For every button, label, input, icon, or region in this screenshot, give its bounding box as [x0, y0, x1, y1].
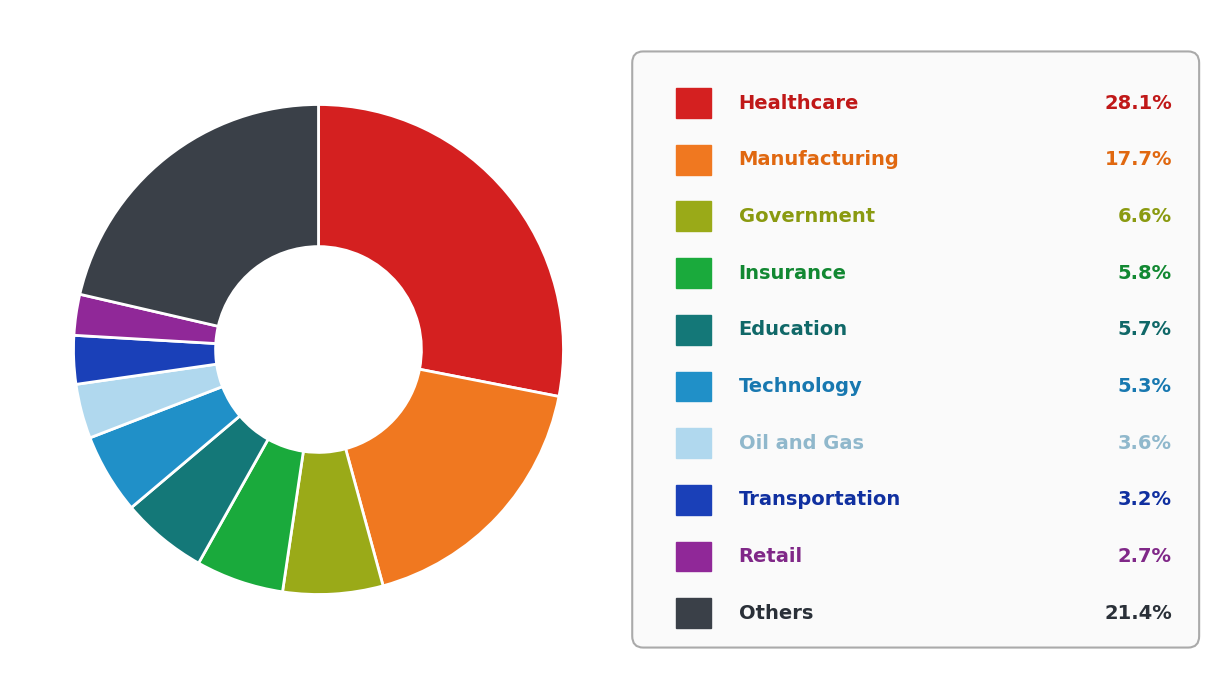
Bar [676, 428, 712, 458]
Text: Manufacturing: Manufacturing [739, 150, 899, 169]
Bar [676, 485, 712, 514]
FancyBboxPatch shape [632, 52, 1199, 647]
Bar [676, 201, 712, 231]
Bar [676, 372, 712, 401]
Text: Others: Others [739, 604, 813, 623]
Wedge shape [74, 294, 218, 343]
Bar [676, 145, 712, 175]
Text: 5.8%: 5.8% [1117, 264, 1172, 282]
Wedge shape [80, 104, 318, 326]
Text: Retail: Retail [739, 547, 802, 566]
Wedge shape [74, 336, 217, 384]
Text: 5.3%: 5.3% [1118, 377, 1172, 396]
Text: Healthcare: Healthcare [739, 94, 859, 113]
Text: 5.7%: 5.7% [1118, 320, 1172, 339]
Text: Transportation: Transportation [739, 490, 900, 510]
Wedge shape [89, 387, 240, 507]
Bar [676, 542, 712, 571]
Text: Insurance: Insurance [739, 264, 846, 282]
Text: 2.7%: 2.7% [1118, 547, 1172, 566]
Text: 3.2%: 3.2% [1118, 490, 1172, 510]
Wedge shape [131, 416, 268, 563]
Text: 21.4%: 21.4% [1104, 604, 1172, 623]
Text: Oil and Gas: Oil and Gas [739, 433, 864, 453]
Text: 6.6%: 6.6% [1117, 207, 1172, 226]
Wedge shape [283, 449, 383, 595]
Text: Education: Education [739, 320, 848, 339]
Wedge shape [318, 104, 564, 396]
Bar [676, 258, 712, 288]
Bar [676, 598, 712, 628]
Text: Government: Government [739, 207, 875, 226]
Text: 28.1%: 28.1% [1104, 94, 1172, 113]
Text: Technology: Technology [739, 377, 862, 396]
Wedge shape [345, 369, 559, 586]
Wedge shape [198, 439, 304, 592]
Wedge shape [76, 364, 223, 438]
Bar [676, 88, 712, 118]
Bar [676, 315, 712, 345]
Text: 17.7%: 17.7% [1105, 150, 1172, 169]
Text: 3.6%: 3.6% [1118, 433, 1172, 453]
